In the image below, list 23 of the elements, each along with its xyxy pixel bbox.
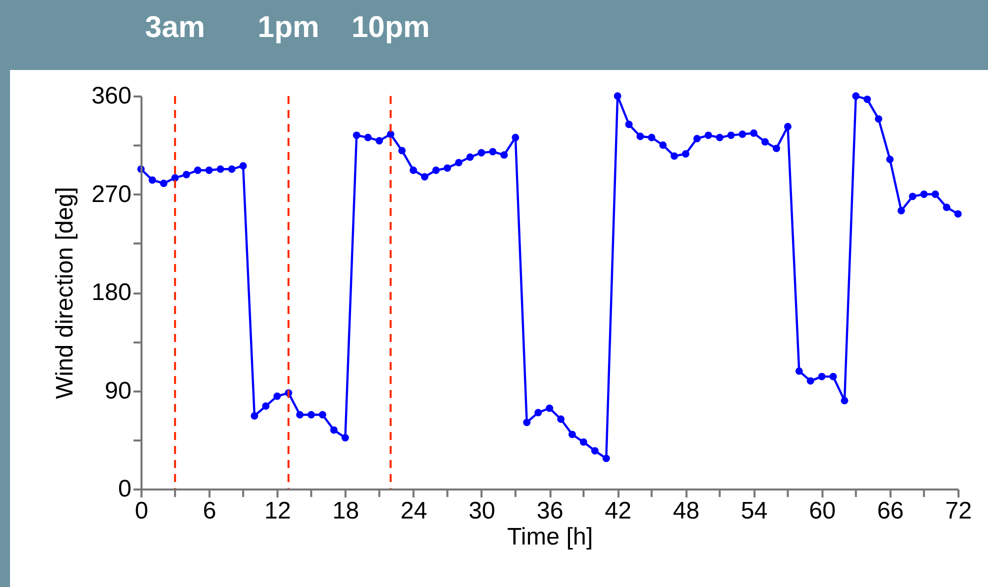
x-tick-label: 60 <box>808 498 836 524</box>
x-tick-label: 72 <box>945 498 972 524</box>
x-tick-label: 0 <box>134 498 148 524</box>
x-tick-label: 18 <box>332 498 360 524</box>
x-tick-label: 48 <box>672 498 700 524</box>
x-tick-label: 24 <box>400 498 428 524</box>
ref-line-label: 3am <box>145 11 206 44</box>
ref-line-label: 1pm <box>258 11 320 44</box>
x-tick-label: 30 <box>468 498 496 524</box>
x-tick-label: 66 <box>877 498 904 524</box>
y-tick-label: 90 <box>104 377 132 404</box>
y-tick-label: 0 <box>118 476 132 502</box>
x-tick-label: 42 <box>604 498 632 524</box>
x-axis-title: Time [h] <box>507 524 593 550</box>
y-tick-label: 360 <box>91 82 132 110</box>
x-tick-label: 36 <box>536 498 564 524</box>
y-tick-label: 180 <box>91 279 132 306</box>
x-tick-label: 12 <box>264 498 292 524</box>
x-tick-label: 54 <box>740 498 768 524</box>
x-tick-label: 6 <box>202 498 216 524</box>
y-tick-label: 270 <box>91 180 132 208</box>
ref-line-label: 10pm <box>351 11 430 44</box>
y-axis-title: Wind direction [deg] <box>51 186 78 400</box>
